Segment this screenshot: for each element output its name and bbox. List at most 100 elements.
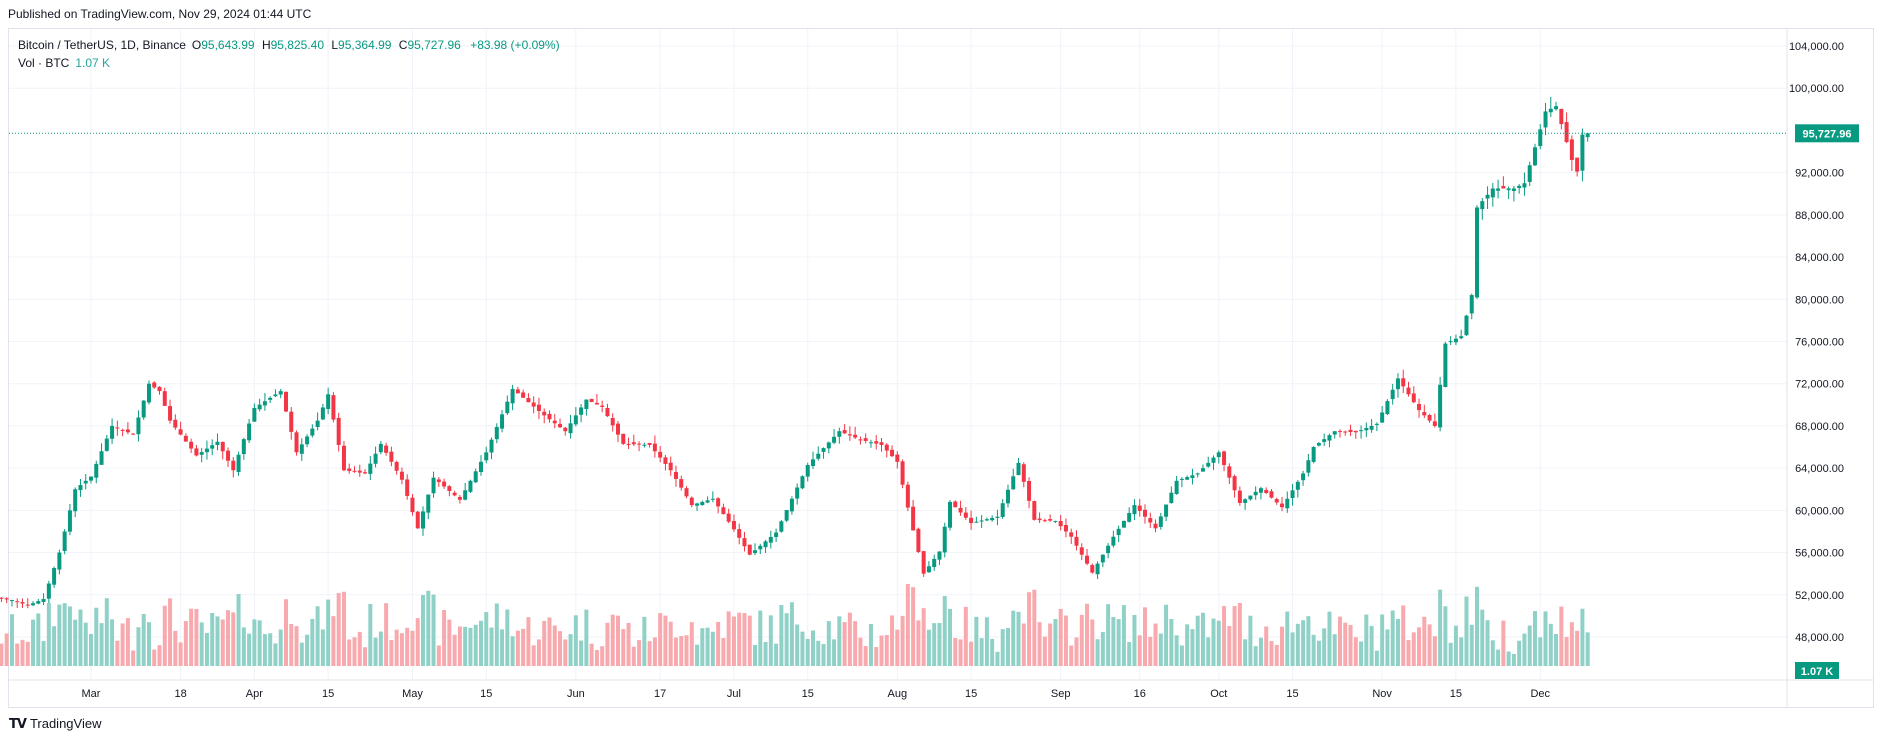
candle-body — [926, 566, 931, 573]
volume-bar — [136, 627, 141, 666]
volume-bar — [716, 621, 721, 666]
volume-bar — [1411, 632, 1416, 666]
footer-brand[interactable]: 𝗧𝗩 TradingView — [9, 716, 101, 732]
volume-bar — [1406, 640, 1411, 666]
candle-body — [647, 442, 652, 445]
candle-body — [1543, 111, 1548, 128]
candle-body — [884, 444, 889, 451]
volume-bar — [626, 622, 631, 666]
volume-bar — [46, 603, 51, 666]
volume-bar — [1174, 635, 1179, 666]
volume-bar — [273, 643, 278, 666]
volume-bar — [890, 615, 895, 666]
volume-bar — [1048, 623, 1053, 666]
volume-bar — [168, 598, 173, 666]
volume-bar — [605, 622, 610, 666]
candle-body — [226, 450, 231, 461]
volume-bar — [1385, 629, 1390, 666]
volume-bar — [436, 645, 441, 666]
volume-bar — [594, 650, 599, 666]
volume-label[interactable]: Vol · BTC — [18, 56, 70, 70]
candle-body — [347, 468, 352, 472]
candle-body — [273, 394, 278, 397]
candle-body — [357, 470, 362, 473]
volume-bar — [1074, 637, 1079, 666]
volume-bar — [810, 630, 815, 666]
candle-body — [1411, 393, 1416, 403]
candle-body — [157, 386, 162, 392]
candle-body — [20, 602, 25, 604]
candle-body — [605, 407, 610, 417]
volume-bar — [373, 637, 378, 666]
candle-body — [679, 479, 684, 488]
candle-body — [668, 462, 673, 471]
candle-body — [900, 461, 905, 485]
candle-body — [331, 395, 336, 420]
candle-body — [394, 461, 399, 471]
candle-body — [816, 453, 821, 459]
volume-bar — [1148, 636, 1153, 666]
last-price-label: 95,727.96 — [1803, 128, 1852, 140]
candle-body — [1032, 501, 1037, 520]
candle-body — [1237, 490, 1242, 503]
volume-bar — [1548, 623, 1553, 666]
volume-bar — [1132, 615, 1137, 666]
candle-body — [1522, 183, 1527, 188]
x-tick-label: 16 — [1134, 688, 1146, 700]
volume-bar — [1464, 596, 1469, 666]
volume-bar — [1274, 644, 1279, 666]
volume-bar — [104, 598, 109, 666]
volume-bar — [942, 596, 947, 666]
candle-body — [853, 434, 858, 438]
volume-bar — [1280, 626, 1285, 666]
volume-bar — [1164, 604, 1169, 666]
volume-bar — [289, 624, 294, 666]
candle-body — [1190, 475, 1195, 478]
volume-row: Vol · BTC 1.07 K — [18, 54, 560, 72]
candle-body — [558, 423, 563, 428]
y-tick-label: 68,000.00 — [1795, 421, 1844, 433]
volume-bar — [826, 621, 831, 666]
chart-frame[interactable] — [8, 28, 1874, 708]
volume-bar — [1569, 622, 1574, 666]
candle-body — [405, 479, 410, 496]
candle-body — [1100, 554, 1105, 563]
volume-bar — [268, 633, 273, 666]
candle-body — [1554, 106, 1559, 110]
volume-bar — [1253, 646, 1258, 666]
candle-body — [1143, 509, 1147, 517]
volume-bar — [1011, 610, 1016, 666]
volume-bar — [210, 612, 215, 666]
volume-bar — [505, 609, 510, 666]
candle-body — [1506, 188, 1511, 191]
volume-bar — [9, 614, 14, 666]
volume-bar — [1490, 640, 1495, 666]
candle-body — [500, 414, 505, 429]
volume-bar — [800, 631, 805, 666]
volume-bar — [1422, 616, 1427, 666]
candle-body — [426, 494, 431, 513]
volume-bar — [189, 608, 194, 666]
chart-legend: Bitcoin / TetherUS, 1D, Binance O95,643.9… — [18, 36, 560, 72]
ohlc-row: Bitcoin / TetherUS, 1D, Binance O95,643.9… — [18, 36, 560, 54]
candle-body — [1501, 185, 1506, 189]
volume-bar — [1053, 619, 1058, 666]
candle-body — [958, 507, 963, 513]
candle-body — [1232, 476, 1237, 491]
candle-body — [631, 442, 636, 445]
volume-bar — [958, 639, 963, 666]
candle-body — [410, 497, 415, 513]
candle-body — [1422, 412, 1427, 416]
candle-body — [268, 397, 273, 400]
volume-bar — [178, 642, 183, 666]
candle-body — [1337, 430, 1342, 432]
x-tick-label: Aug — [888, 688, 908, 700]
symbol-label[interactable]: Bitcoin / TetherUS, 1D, Binance — [18, 38, 186, 52]
volume-bar — [868, 623, 873, 666]
candle-body — [1079, 547, 1084, 555]
candle-body — [431, 477, 436, 494]
candle-body — [1480, 201, 1485, 210]
y-tick-label: 92,000.00 — [1795, 168, 1844, 180]
volume-bar — [616, 615, 620, 666]
